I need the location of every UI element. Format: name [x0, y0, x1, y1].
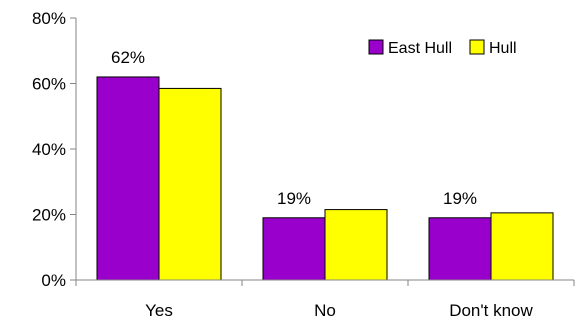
- y-tick-label: 0%: [41, 271, 66, 290]
- bar-east-hull: [262, 217, 326, 281]
- y-tick-label: 60%: [32, 75, 66, 94]
- legend-swatch: [368, 39, 384, 55]
- bar-hull: [324, 209, 388, 281]
- y-axis-ticks: 0% 20% 40% 60% 80%: [32, 9, 76, 290]
- legend-swatch: [469, 39, 485, 55]
- legend: East Hull Hull: [368, 39, 517, 57]
- x-category-label: Yes: [145, 301, 173, 320]
- data-labels: 62% 19% 19%: [111, 48, 477, 208]
- axes: [75, 18, 574, 281]
- data-label: 62%: [111, 48, 145, 67]
- x-axis-labels: Yes No Don't know: [75, 280, 575, 320]
- data-label: 19%: [277, 189, 311, 208]
- bar-hull: [158, 87, 222, 281]
- y-tick-label: 20%: [32, 206, 66, 225]
- bar-east-hull: [428, 217, 492, 281]
- legend-label: Hull: [489, 40, 517, 57]
- bar-hull: [490, 212, 554, 281]
- y-tick-label: 40%: [32, 140, 66, 159]
- bars: [96, 76, 554, 281]
- y-tick-label: 80%: [32, 9, 66, 28]
- data-label: 19%: [443, 189, 477, 208]
- x-category-label: Don't know: [449, 301, 533, 320]
- legend-label: East Hull: [388, 40, 452, 57]
- x-category-label: No: [314, 301, 336, 320]
- bar-east-hull: [96, 76, 160, 281]
